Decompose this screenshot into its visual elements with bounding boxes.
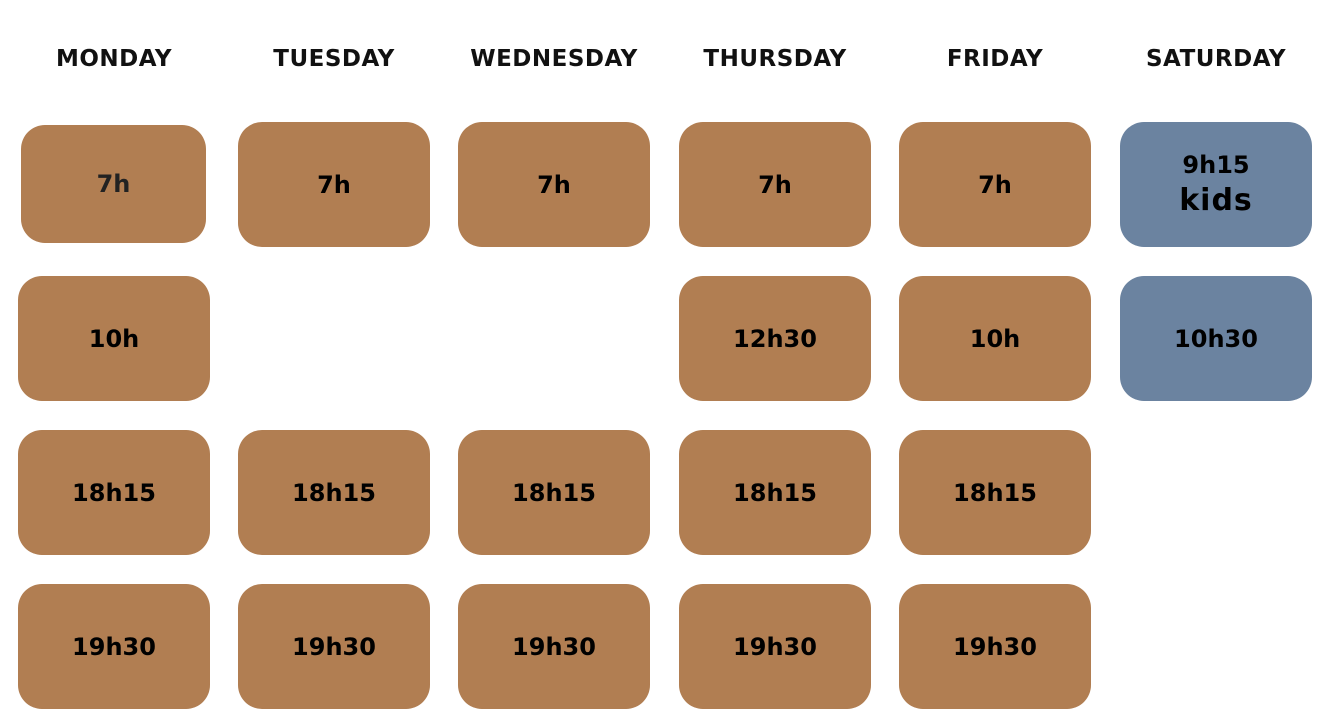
day-column-thursday: THURSDAY 7h 12h30 18h15 19h30 <box>679 0 871 726</box>
slot-time: 7h <box>537 170 571 199</box>
day-header: MONDAY <box>55 46 173 72</box>
class-slot[interactable]: 19h30 <box>458 584 650 709</box>
slot-time: 7h <box>96 170 131 198</box>
slot-time: 18h15 <box>512 478 596 507</box>
slot-time: 19h30 <box>953 632 1037 661</box>
class-slot[interactable]: 19h30 <box>18 584 210 709</box>
class-slot[interactable]: 10h <box>899 276 1091 401</box>
class-slot[interactable]: 18h15 <box>458 430 650 555</box>
slot-time: 9h15 <box>1182 151 1250 179</box>
class-slot[interactable]: 18h15 <box>679 430 871 555</box>
class-slot[interactable]: 9h15 kids <box>1120 122 1312 247</box>
slot-time: 18h15 <box>953 478 1037 507</box>
slot-time: 19h30 <box>733 632 817 661</box>
slot-time: 10h <box>969 324 1021 353</box>
class-slot[interactable]: 7h <box>21 125 206 243</box>
slot-time: 19h30 <box>72 632 156 661</box>
day-column-tuesday: TUESDAY 7h 18h15 19h30 <box>238 0 430 726</box>
slot-time: 10h30 <box>1174 324 1258 353</box>
slot-time: 10h <box>88 324 140 353</box>
class-slot[interactable]: 19h30 <box>899 584 1091 709</box>
slot-time: 19h30 <box>512 632 596 661</box>
class-slot[interactable]: 7h <box>458 122 650 247</box>
slot-label: kids <box>1179 183 1253 218</box>
class-slot[interactable]: 10h <box>18 276 210 401</box>
day-header: FRIDAY <box>946 46 1044 72</box>
class-slot[interactable]: 18h15 <box>18 430 210 555</box>
day-header: TUESDAY <box>273 46 395 72</box>
class-slot[interactable]: 18h15 <box>899 430 1091 555</box>
class-slot[interactable]: 7h <box>679 122 871 247</box>
class-slot[interactable]: 18h15 <box>238 430 430 555</box>
class-slot[interactable]: 10h30 <box>1120 276 1312 401</box>
slot-time: 18h15 <box>72 478 156 507</box>
class-slot[interactable]: 7h <box>238 122 430 247</box>
day-header: WEDNESDAY <box>470 46 638 72</box>
class-slot[interactable]: 7h <box>899 122 1091 247</box>
slot-time: 18h15 <box>733 478 817 507</box>
day-column-monday: MONDAY 7h 10h 18h15 19h30 <box>18 0 210 726</box>
class-slot[interactable]: 19h30 <box>679 584 871 709</box>
day-column-friday: FRIDAY 7h 10h 18h15 19h30 <box>899 0 1091 726</box>
day-header: SATURDAY <box>1145 46 1286 72</box>
day-column-wednesday: WEDNESDAY 7h 18h15 19h30 <box>458 0 650 726</box>
slot-time: 7h <box>317 170 351 199</box>
slot-time: 18h15 <box>292 478 376 507</box>
slot-time: 12h30 <box>733 324 817 353</box>
class-slot[interactable]: 12h30 <box>679 276 871 401</box>
class-slot[interactable]: 19h30 <box>238 584 430 709</box>
day-column-saturday: SATURDAY 9h15 kids 10h30 <box>1120 0 1312 726</box>
slot-time: 7h <box>758 170 792 199</box>
day-header: THURSDAY <box>703 46 847 72</box>
slot-time: 7h <box>978 170 1012 199</box>
slot-time: 19h30 <box>292 632 376 661</box>
